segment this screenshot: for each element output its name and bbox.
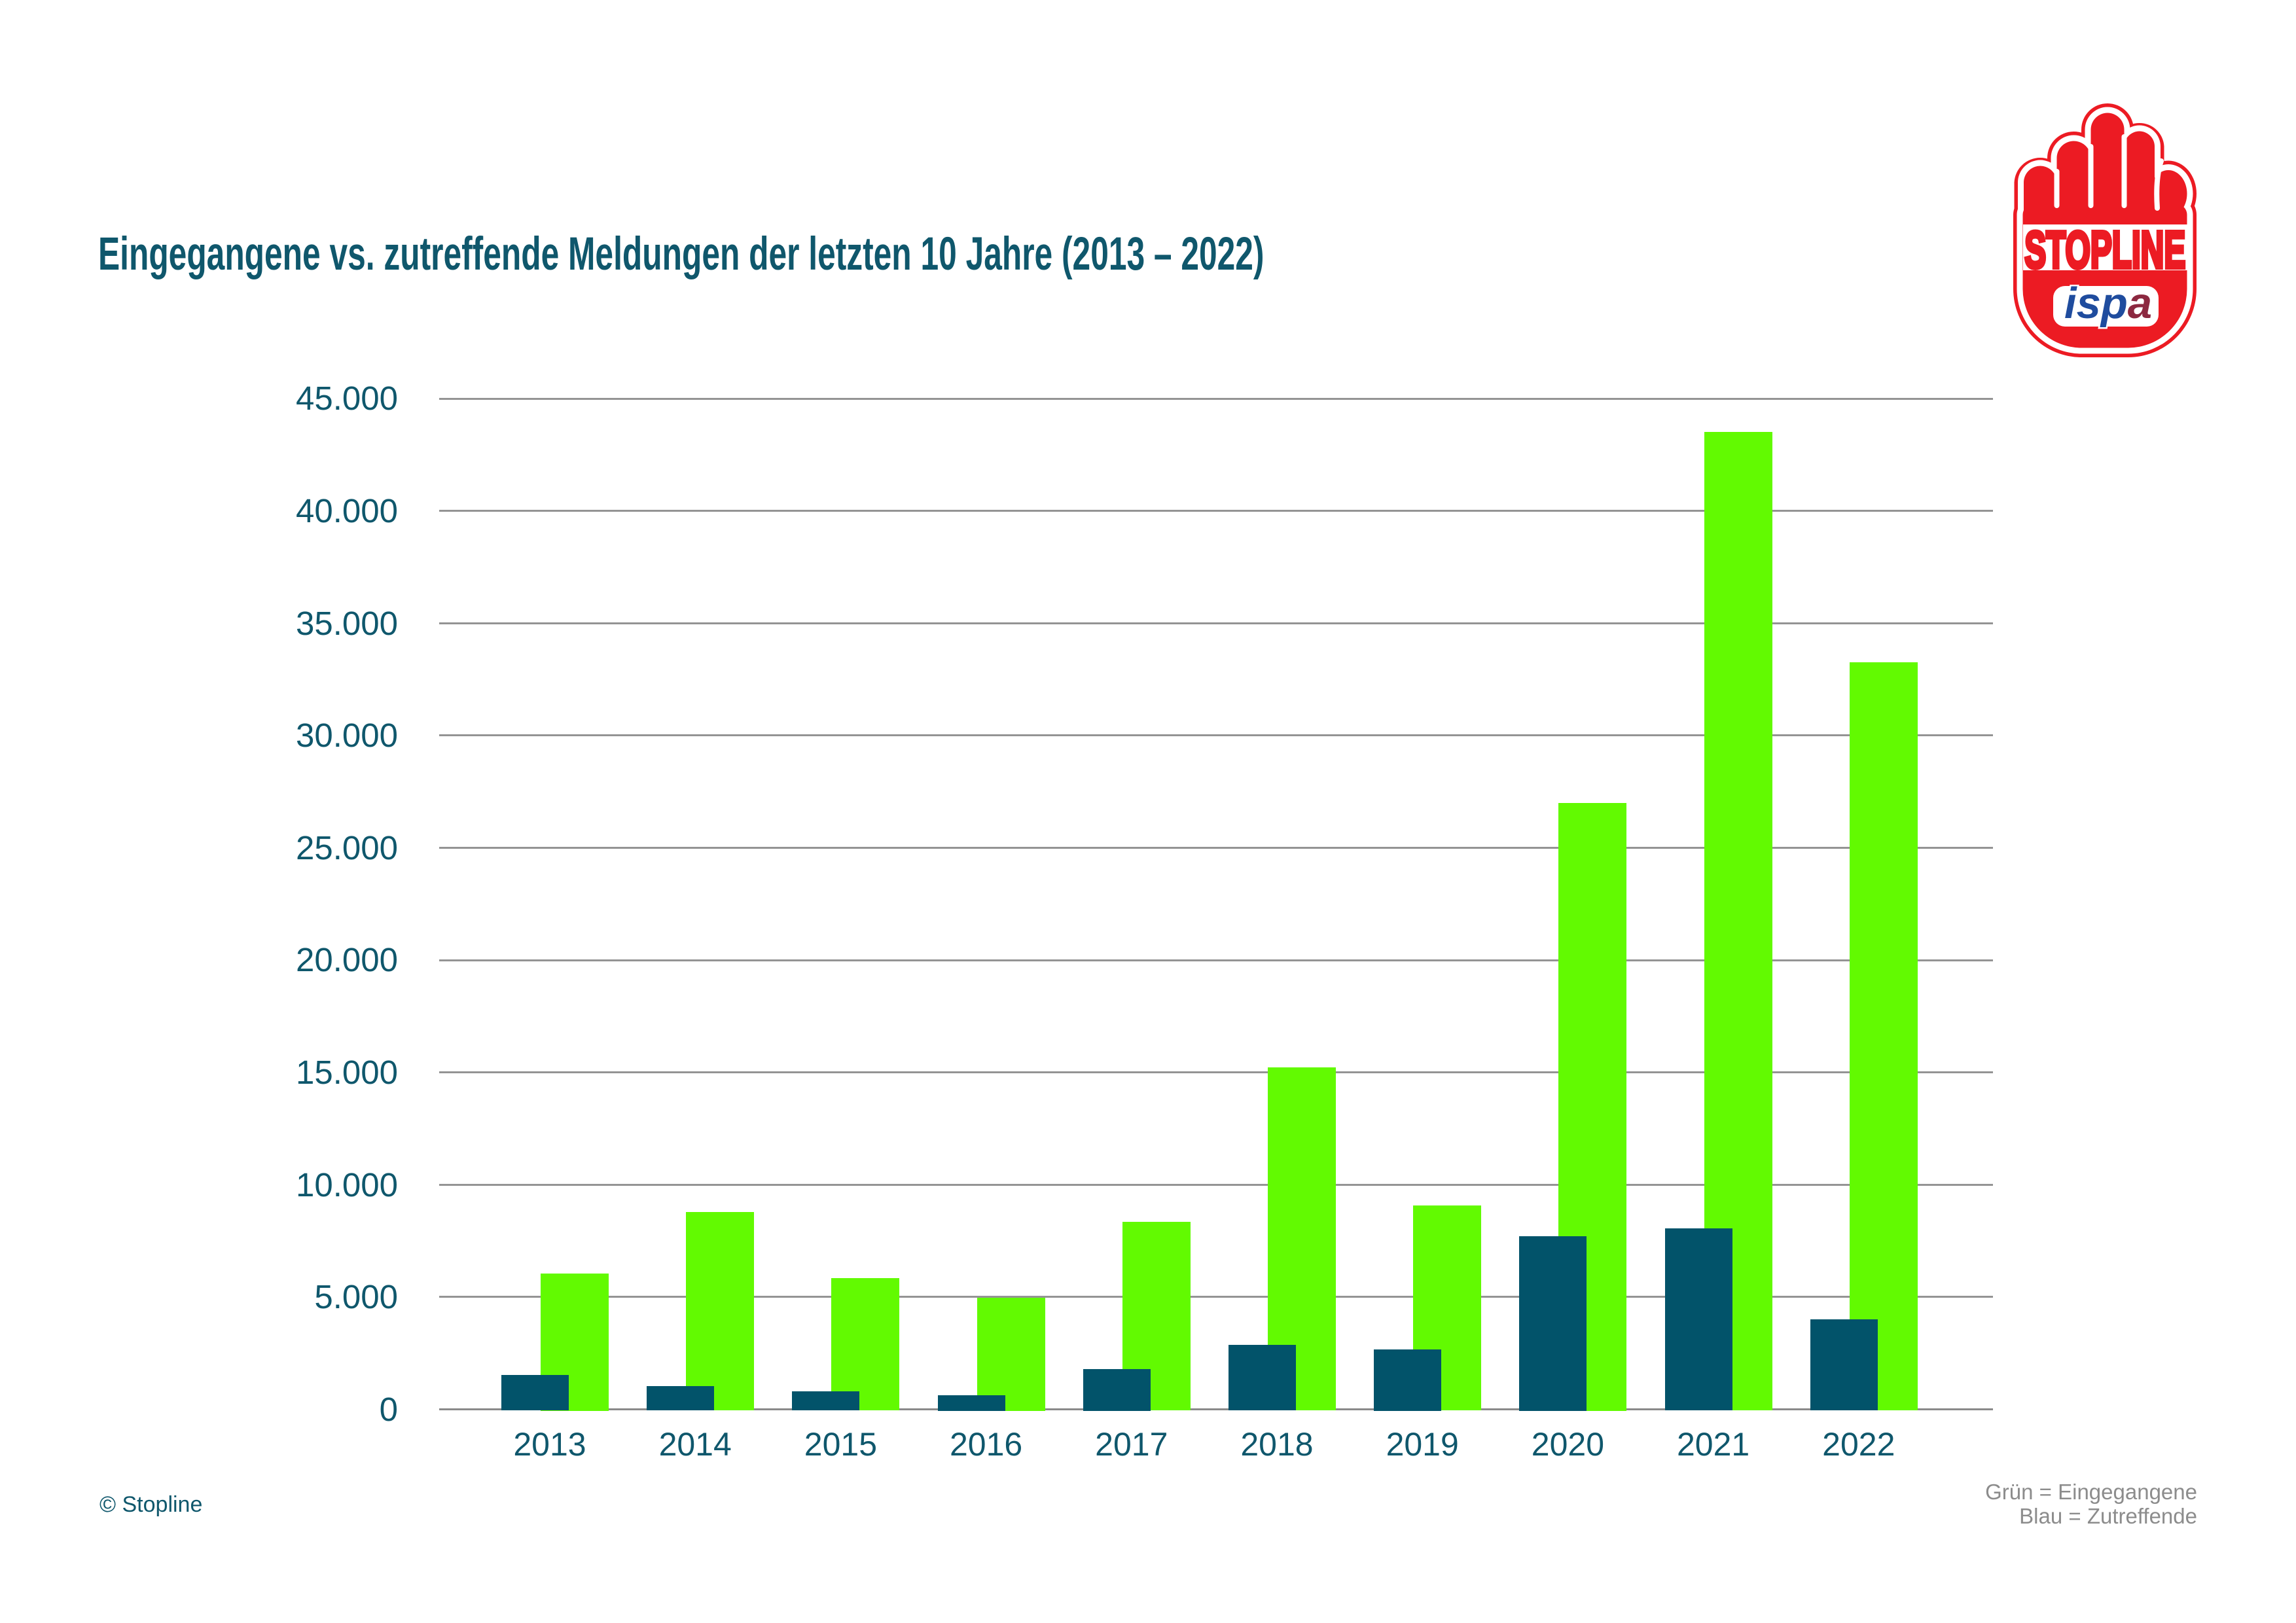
svg-text:ispa: ispa	[2064, 279, 2152, 328]
svg-text:STOPLINE: STOPLINE	[2024, 221, 2185, 279]
